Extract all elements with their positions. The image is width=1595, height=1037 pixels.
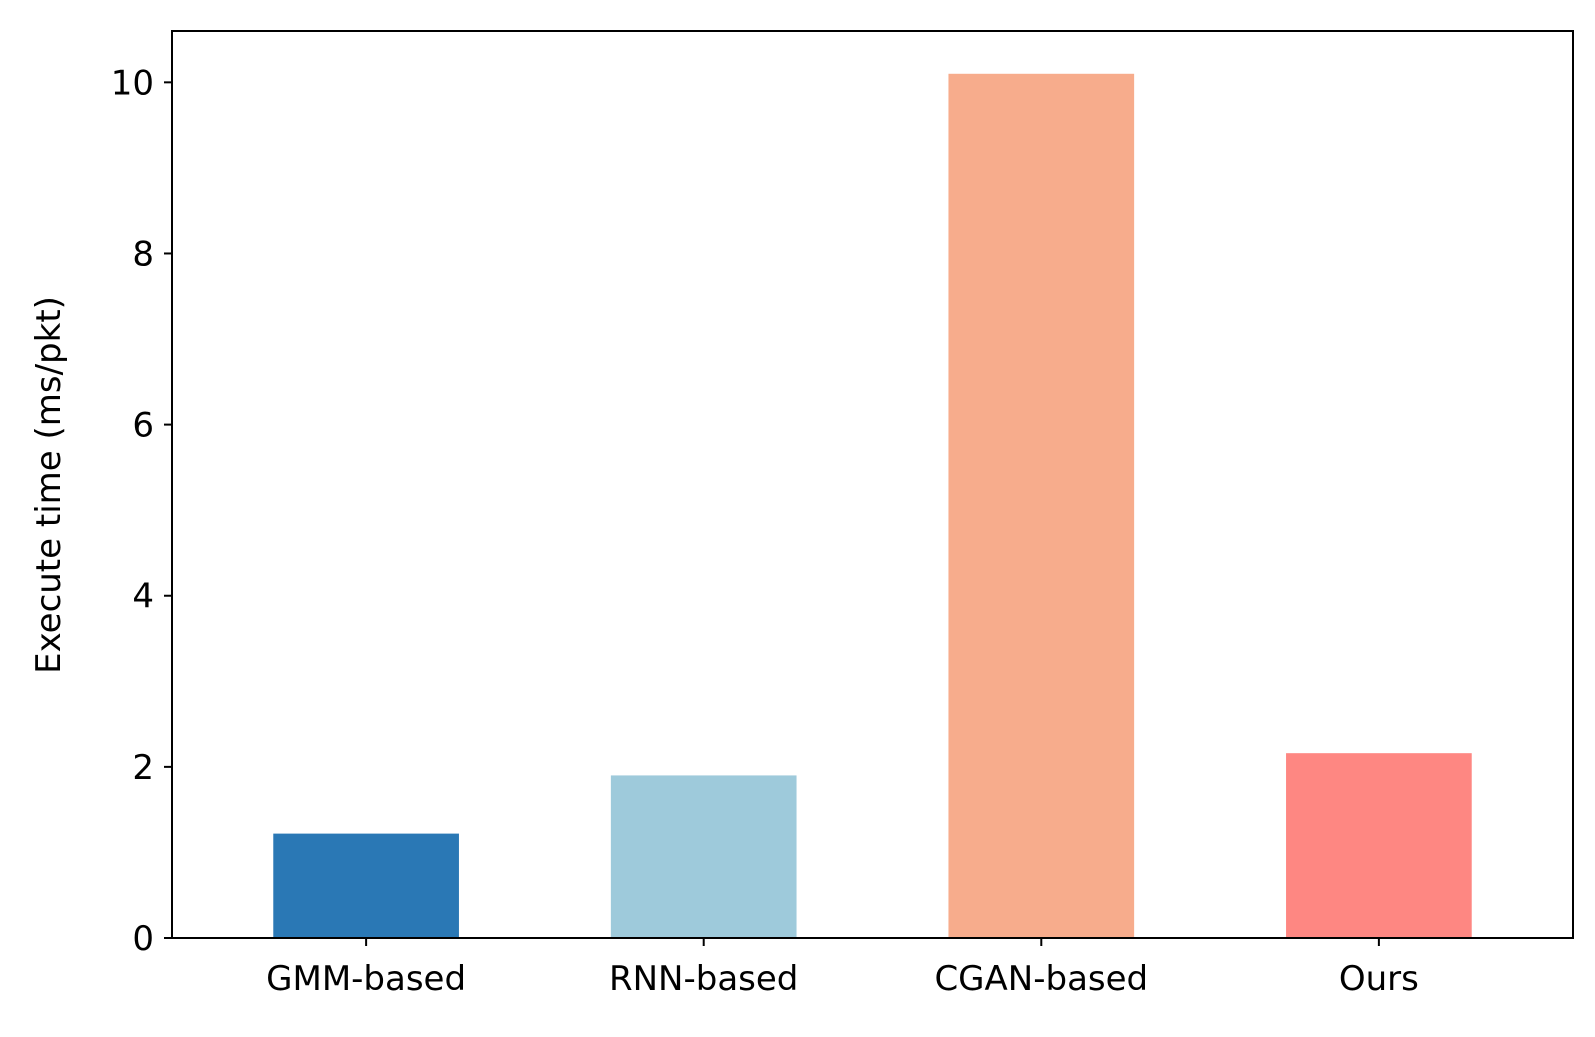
y-tick-label: 4 xyxy=(132,577,154,617)
y-axis-ticks: 0 2 4 6 8 10 xyxy=(111,63,172,959)
y-tick-label: 2 xyxy=(132,748,154,788)
x-tick-label: RNN-based xyxy=(609,959,798,999)
y-tick-label: 10 xyxy=(111,63,154,103)
x-tick-label: Ours xyxy=(1339,959,1419,999)
y-tick-label: 8 xyxy=(132,234,154,274)
bar-rnn-based xyxy=(610,775,797,938)
x-tick-label: CGAN-based xyxy=(934,959,1148,999)
bar-cgan-based xyxy=(948,73,1135,938)
x-tick-label: GMM-based xyxy=(266,959,466,999)
y-tick-label: 6 xyxy=(132,406,154,446)
y-tick-label: 0 xyxy=(132,919,154,959)
x-axis-ticks: GMM-based RNN-based CGAN-based Ours xyxy=(266,938,1419,999)
bar-gmm-based xyxy=(273,833,459,938)
y-axis-title: Execute time (ms/pkt) xyxy=(29,296,69,674)
bar-ours xyxy=(1286,753,1472,938)
bars-group xyxy=(273,73,1472,938)
plot-frame xyxy=(171,30,1574,939)
